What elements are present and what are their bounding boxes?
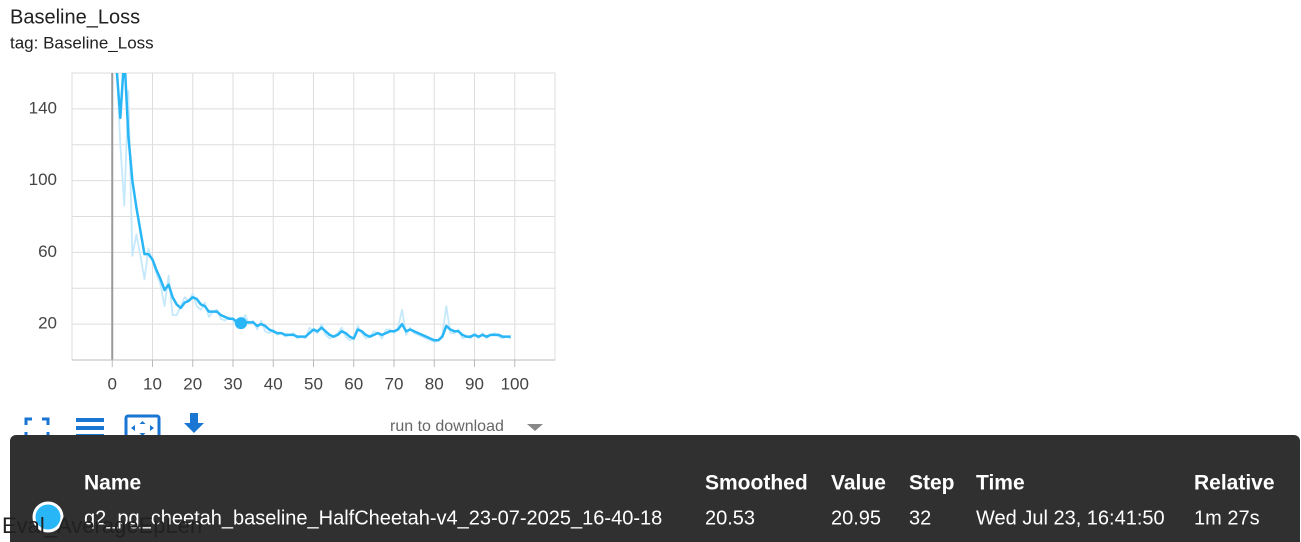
x-tick-label: 90 bbox=[465, 374, 484, 393]
tooltip-header: Name bbox=[84, 472, 141, 495]
tooltip-header: Step bbox=[909, 472, 955, 495]
tooltip-cell: 20.53 bbox=[705, 507, 755, 529]
tooltip-header: Value bbox=[831, 472, 886, 495]
tooltip-cell: 20.95 bbox=[831, 507, 881, 529]
x-tick-label: 30 bbox=[224, 374, 243, 393]
card-subtitle: tag: Baseline_Loss bbox=[10, 33, 154, 52]
y-tick-label: 20 bbox=[38, 314, 57, 333]
tooltip-header: Smoothed bbox=[705, 472, 808, 495]
x-tick-label: 100 bbox=[501, 374, 529, 393]
tooltip-header: Time bbox=[976, 472, 1025, 495]
series-line bbox=[115, 73, 511, 342]
series-line bbox=[116, 73, 512, 343]
tooltip-bg bbox=[10, 435, 1300, 542]
tooltip-header: Relative bbox=[1194, 472, 1275, 495]
select-label: run to download bbox=[390, 418, 504, 435]
x-tick-label: 40 bbox=[264, 374, 283, 393]
tooltip-cell: q2_pg_cheetah_baseline_HalfCheetah-v4_23… bbox=[84, 507, 662, 529]
tooltip-cell: Wed Jul 23, 16:41:50 bbox=[976, 507, 1165, 529]
x-tick-label: 0 bbox=[108, 374, 117, 393]
y-tick-label: 60 bbox=[38, 242, 57, 261]
y-tick-label: 140 bbox=[29, 98, 57, 117]
x-tick-label: 80 bbox=[425, 374, 444, 393]
y-tick-label: 100 bbox=[29, 170, 57, 189]
hover-point bbox=[235, 317, 248, 330]
tooltip-cell: 1m 27s bbox=[1194, 507, 1260, 529]
fullscreen-button[interactable] bbox=[24, 417, 50, 440]
run-swatch bbox=[32, 501, 64, 533]
next-card-title: Eval_AverageEpLen bbox=[2, 513, 202, 538]
x-tick-label: 10 bbox=[143, 374, 162, 393]
tooltip: Name Smoothed Value Step Time Relative q2_pg_c… bbox=[10, 435, 1300, 542]
card-title: Baseline_Loss bbox=[10, 6, 140, 28]
x-tick-label: 70 bbox=[385, 374, 404, 393]
x-tick-label: 60 bbox=[344, 374, 363, 393]
x-tick-label: 20 bbox=[183, 374, 202, 393]
tooltip-cell: 32 bbox=[909, 507, 931, 529]
x-tick-label: 50 bbox=[304, 374, 323, 393]
